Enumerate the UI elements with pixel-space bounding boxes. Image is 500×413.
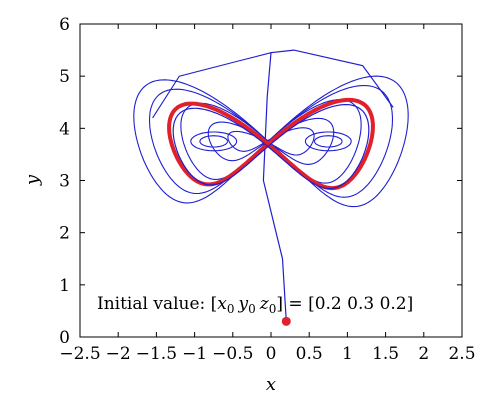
- annotation-suffix: ] = [0.2 0.3 0.2]: [276, 294, 413, 314]
- ticks: [79, 23, 463, 338]
- initial-point-marker: [281, 316, 291, 326]
- initial-value-annotation: Initial value: [x0 y0 z0] = [0.2 0.3 0.2]: [97, 294, 413, 316]
- y-tick-label: 3: [59, 172, 70, 192]
- tick-labels: −2.5 −2 −1.5 −1 −0.5 0 0.5 1 1.5 2 2.5 0 1 2 3 4 5 6: [59, 15, 475, 364]
- y-tick-label: 6: [59, 15, 70, 35]
- x-tick-label: −2: [106, 344, 131, 364]
- y-axis-title: y: [22, 174, 43, 186]
- annotation-z-var: z: [259, 294, 270, 314]
- annotation-x-var: x: [217, 294, 227, 314]
- trajectory-inner-loop: [199, 135, 229, 148]
- y-tick-label: 5: [59, 67, 70, 87]
- x-tick-label: 1.5: [372, 344, 399, 364]
- trajectory-tail-left: [152, 52, 272, 119]
- x-axis-title: x: [266, 374, 276, 395]
- x-tick-label: 0: [266, 344, 277, 364]
- x-tick-label: −1.5: [136, 344, 177, 364]
- plot-frame: [79, 23, 463, 338]
- trajectory-inner-loop: [190, 131, 238, 152]
- x-tick-label: −0.5: [212, 344, 253, 364]
- annotation-z-sub: 0: [269, 302, 277, 316]
- x-tick-label: 2: [418, 344, 429, 364]
- annotation-y-var: y: [238, 294, 249, 314]
- curves: [133, 49, 409, 322]
- x-tick-label: −1: [182, 344, 207, 364]
- x-tick-label: −2.5: [59, 344, 100, 364]
- x-tick-label: 2.5: [448, 344, 475, 364]
- limit-cycle: [167, 97, 375, 191]
- trajectory-tail: [262, 49, 394, 322]
- trajectory-inner-loop: [304, 131, 352, 152]
- x-tick-label: 1: [342, 344, 353, 364]
- trajectory-near-cycle: [172, 104, 370, 190]
- annotation-y-sub: 0: [248, 302, 256, 316]
- y-tick-label: 1: [59, 276, 70, 296]
- trajectory-inner-loop: [313, 135, 343, 148]
- y-tick-label: 2: [59, 224, 70, 244]
- x-tick-label: 0.5: [296, 344, 323, 364]
- y-tick-label: 4: [59, 119, 70, 139]
- annotation-x-sub: 0: [227, 302, 235, 316]
- y-tick-label: 0: [59, 328, 70, 348]
- annotation-prefix: Initial value: [: [97, 294, 217, 314]
